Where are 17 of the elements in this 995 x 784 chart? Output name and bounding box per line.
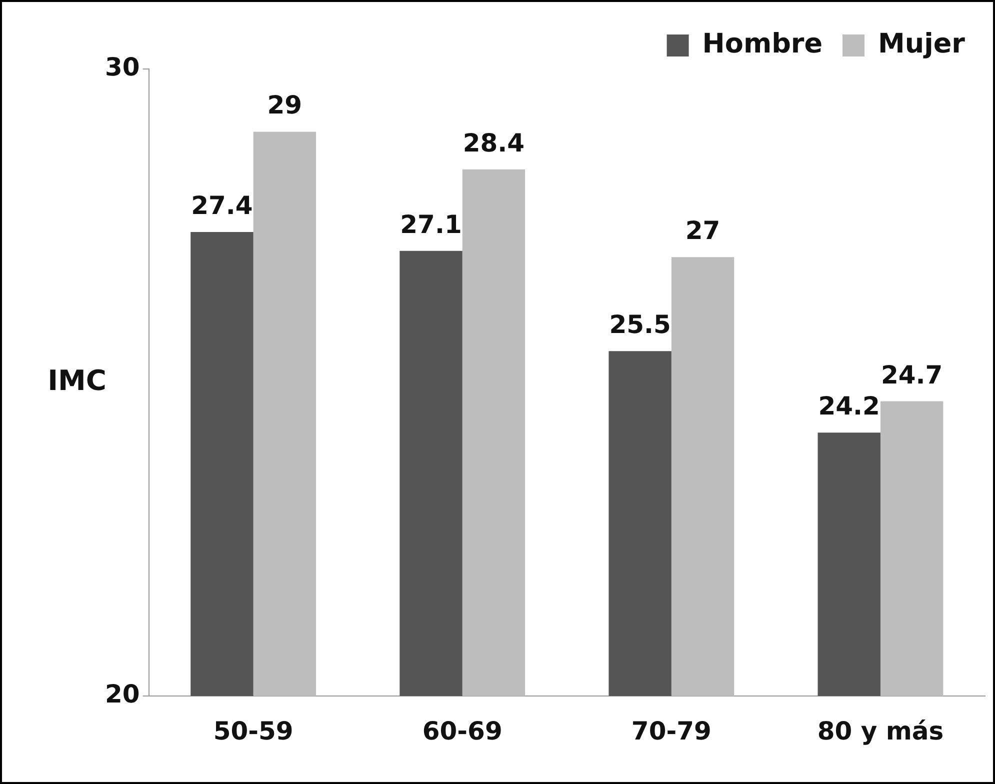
y-axis-title: IMC bbox=[48, 364, 106, 397]
data-label: 27.1 bbox=[400, 210, 462, 239]
x-tick-label: 50-59 bbox=[213, 716, 294, 746]
legend-label: Hombre bbox=[702, 28, 823, 60]
data-label: 27.4 bbox=[191, 191, 253, 220]
legend-label: Mujer bbox=[878, 28, 966, 60]
data-label: 29 bbox=[267, 90, 302, 120]
y-tick-label: 20 bbox=[104, 680, 140, 708]
data-label: 25.5 bbox=[609, 310, 671, 340]
y-tick-label: 30 bbox=[104, 52, 140, 82]
x-tick-label: 60-69 bbox=[422, 716, 502, 746]
data-label: 24.7 bbox=[880, 360, 943, 390]
data-label: 27 bbox=[685, 216, 720, 246]
data-label: 24.2 bbox=[818, 392, 880, 421]
x-tick-label: 70-79 bbox=[631, 716, 712, 746]
data-label: 28.4 bbox=[462, 128, 525, 158]
x-tick-label: 80 y más bbox=[817, 716, 944, 746]
